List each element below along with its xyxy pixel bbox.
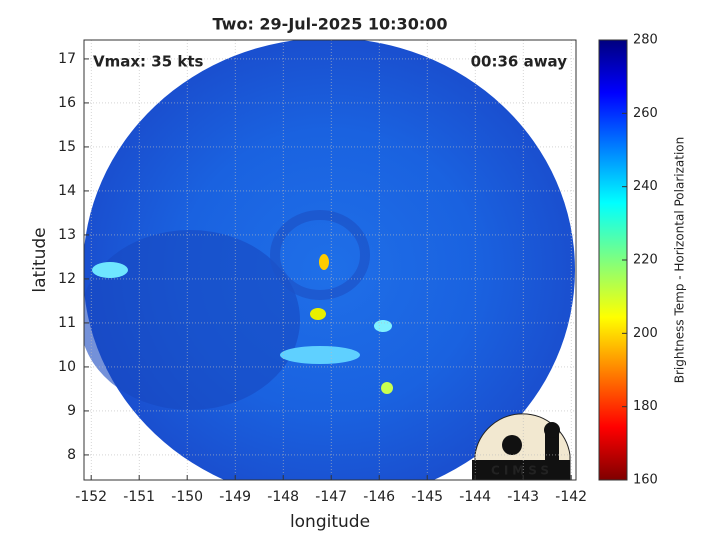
colorbar-label: Brightness Temp - Horizontal Polarizatio…	[673, 137, 687, 384]
x-axis-label: longitude	[290, 512, 370, 532]
colorbar-tick-label: 160	[633, 473, 658, 488]
warm-feature	[319, 254, 329, 270]
colorbar-tick-label: 180	[633, 399, 658, 414]
y-tick-label: 12	[58, 271, 76, 287]
plot-area: CIMSS	[84, 40, 576, 480]
warm-feature	[310, 308, 326, 320]
chart-title: Two: 29-Jul-2025 10:30:00	[213, 15, 448, 34]
warm-feature	[280, 346, 360, 364]
colorbar-tick-label: 240	[633, 179, 658, 194]
y-tick-label: 17	[58, 51, 76, 67]
x-tick-label: -143	[507, 489, 539, 505]
colorbar-tick-label: 200	[633, 326, 658, 341]
annotation: 00:36 away	[471, 53, 568, 71]
x-tick-label: -148	[267, 489, 299, 505]
y-tick-label: 9	[67, 403, 76, 419]
logo-text: CIMSS	[491, 464, 553, 478]
warm-feature	[374, 320, 392, 332]
colorbar-tick-label: 280	[633, 33, 658, 48]
colorbar-tick-label: 220	[633, 253, 658, 268]
colorbar-tick-label: 260	[633, 106, 658, 121]
x-tick-label: -151	[123, 489, 155, 505]
y-tick-label: 10	[58, 359, 76, 375]
y-tick-label: 15	[58, 139, 76, 155]
x-tick-label: -142	[555, 489, 587, 505]
plot-frame	[83, 39, 577, 481]
x-tick-label: -150	[171, 489, 203, 505]
x-tick-label: -149	[219, 489, 251, 505]
y-tick-label: 11	[58, 315, 76, 331]
annotation: Vmax: 35 kts	[93, 53, 203, 71]
x-tick-label: -152	[75, 489, 107, 505]
y-tick-label: 16	[58, 95, 76, 111]
y-tick-label: 8	[67, 447, 76, 463]
x-tick-label: -145	[411, 489, 443, 505]
y-tick-label: 14	[58, 183, 76, 199]
x-tick-label: -144	[459, 489, 491, 505]
y-tick-label: 13	[58, 227, 76, 243]
warm-feature	[381, 382, 393, 394]
y-axis-label: latitude	[30, 227, 50, 292]
warm-feature	[92, 262, 128, 278]
x-tick-label: -146	[363, 489, 395, 505]
cold-region	[84, 230, 300, 410]
logo: CIMSS	[472, 413, 571, 480]
eye-ring	[270, 210, 370, 300]
x-tick-label: -147	[315, 489, 347, 505]
